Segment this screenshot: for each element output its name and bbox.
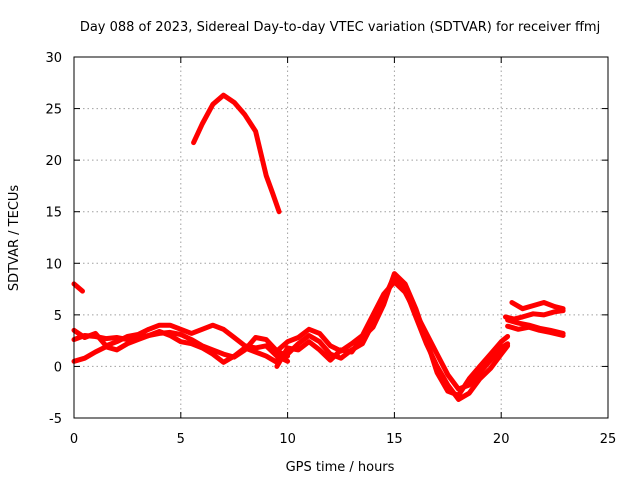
y-tick-label: 15 (45, 206, 62, 221)
y-tick-label: 5 (54, 309, 62, 324)
y-tick-label: 10 (45, 257, 62, 272)
x-axis-label: GPS time / hours (286, 460, 395, 475)
series-line-segment-6 (274, 279, 511, 392)
series-line-segment-8 (274, 271, 511, 398)
grid (74, 57, 608, 418)
y-tick-label: 30 (45, 51, 62, 66)
series-group (71, 92, 566, 402)
series-line-segment-2 (71, 322, 291, 364)
series-line-segment-12 (505, 317, 566, 336)
x-tick-label: 20 (493, 432, 510, 447)
chart-title: Day 088 of 2023, Sidereal Day-to-day VTE… (80, 20, 600, 35)
series-line-segment-9 (509, 300, 566, 312)
series-line-segment-10 (503, 308, 566, 322)
series-line-segment-3 (71, 329, 291, 360)
x-tick-label: 25 (600, 432, 617, 447)
series-line-segment-5 (191, 92, 282, 215)
x-tick-label: 15 (386, 432, 403, 447)
x-tick-label: 10 (279, 432, 296, 447)
y-tick-label: 0 (54, 360, 62, 375)
y-tick-label: 25 (45, 103, 62, 118)
series-line-segment-1 (71, 281, 85, 294)
y-axis-label: SDTVAR / TECUs (7, 185, 22, 292)
x-tick-label: 5 (177, 432, 185, 447)
y-tick-label: -5 (49, 412, 62, 427)
x-tick-label: 0 (70, 432, 78, 447)
ticks: 0 5 10 15 20 25 -5 0 5 10 15 20 25 30 (45, 51, 616, 447)
plot-frame (73, 56, 609, 419)
y-tick-label: 20 (45, 154, 62, 169)
series-line-segment-4 (71, 328, 291, 365)
